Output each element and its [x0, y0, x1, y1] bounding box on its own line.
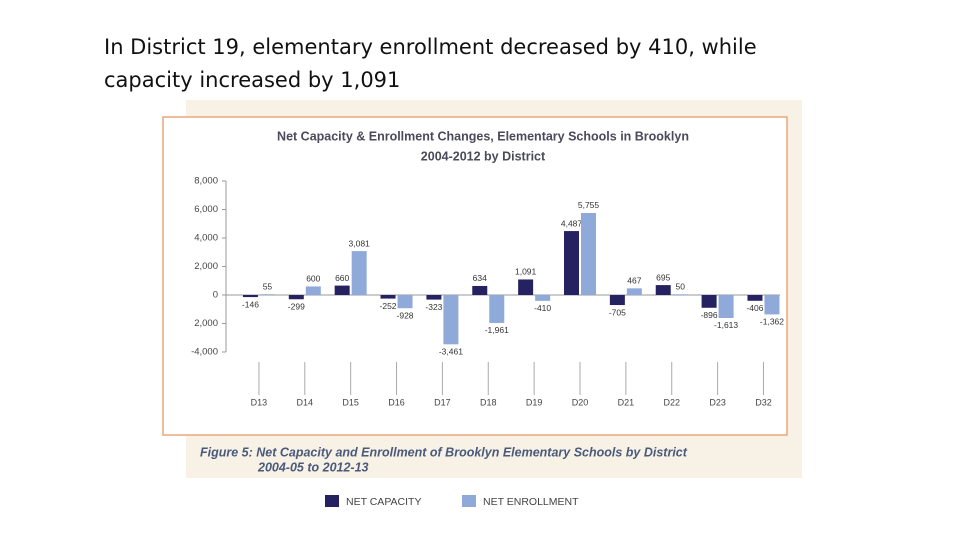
bar — [288, 295, 304, 300]
bar — [564, 231, 579, 295]
value-label: 3,081 — [349, 238, 371, 248]
value-label: 5,755 — [578, 200, 600, 210]
legend-swatch — [325, 495, 339, 507]
x-tick-label: D14 — [297, 397, 314, 407]
x-tick-label: D22 — [663, 397, 680, 407]
value-label: 1,091 — [515, 267, 537, 277]
x-tick-label: D16 — [388, 397, 405, 407]
value-label: 50 — [675, 282, 685, 292]
x-tick-label: D23 — [709, 397, 726, 407]
x-tick-label: D13 — [251, 397, 268, 407]
bar — [397, 295, 413, 309]
y-tick-label: 8,000 — [194, 176, 218, 187]
x-tick-label: D18 — [480, 397, 497, 407]
chart-frame — [162, 116, 788, 436]
bar — [380, 295, 396, 299]
bar — [305, 286, 321, 295]
chart-subtitle: 2004-2012 by District — [421, 149, 546, 163]
bar — [609, 295, 625, 306]
bar — [581, 212, 596, 295]
value-label: 4,487 — [561, 218, 583, 228]
value-label: -323 — [425, 302, 442, 312]
y-tick-label: 2,000 — [194, 318, 218, 329]
value-label: 467 — [627, 276, 641, 286]
caption: Figure 5: Net Capacity and Enrollment of… — [200, 445, 688, 459]
bar — [472, 285, 488, 295]
bar — [259, 294, 275, 295]
y-tick-label: -4,000 — [191, 347, 218, 358]
bar — [655, 285, 671, 295]
x-tick-label: D15 — [342, 397, 359, 407]
x-tick-label: D17 — [434, 397, 451, 407]
bar — [672, 294, 688, 295]
value-label: -3,461 — [439, 347, 463, 357]
bar — [764, 295, 780, 315]
bar — [747, 295, 763, 301]
value-label: -146 — [242, 299, 259, 309]
bar — [535, 295, 551, 301]
bar — [518, 279, 534, 295]
x-tick-label: D19 — [526, 397, 543, 407]
x-tick-label: D21 — [618, 397, 635, 407]
bar — [489, 295, 505, 323]
bar — [718, 295, 734, 318]
value-label: -928 — [397, 310, 414, 320]
caption: 2004-05 to 2012-13 — [257, 460, 369, 474]
value-label: -406 — [746, 303, 763, 313]
value-label: -1,613 — [714, 320, 738, 330]
slide-title-line: In District 19, elementary enrollment de… — [104, 35, 757, 92]
bar — [626, 288, 642, 295]
x-tick-label: D20 — [572, 397, 589, 407]
value-label: -1,961 — [485, 325, 509, 335]
bar — [443, 295, 459, 345]
value-label: -896 — [701, 310, 718, 320]
value-label: -299 — [288, 302, 305, 312]
value-label: 660 — [335, 273, 349, 283]
value-label: 55 — [263, 281, 273, 291]
value-label: -252 — [380, 301, 397, 311]
y-tick-label: 6,000 — [194, 204, 218, 215]
bar — [426, 295, 442, 300]
value-label: -1,362 — [760, 317, 784, 327]
value-label: -705 — [609, 307, 626, 317]
x-tick-label: D32 — [755, 397, 772, 407]
value-label: 600 — [306, 274, 320, 284]
value-label: -410 — [534, 303, 551, 313]
legend-swatch — [462, 495, 476, 507]
bar — [334, 285, 350, 295]
value-label: 695 — [656, 272, 670, 282]
chart-title: Net Capacity & Enrollment Changes, Eleme… — [277, 129, 689, 143]
bar — [242, 295, 258, 298]
y-tick-label: 2,000 — [194, 261, 218, 272]
value-label: 634 — [473, 273, 487, 283]
bar — [701, 295, 717, 308]
y-tick-label: 4,000 — [194, 233, 218, 244]
legend-label: NET ENROLLMENT — [483, 496, 579, 508]
y-tick-label: 0 — [213, 290, 218, 301]
legend-label: NET CAPACITY — [346, 496, 421, 508]
bar — [351, 251, 367, 295]
